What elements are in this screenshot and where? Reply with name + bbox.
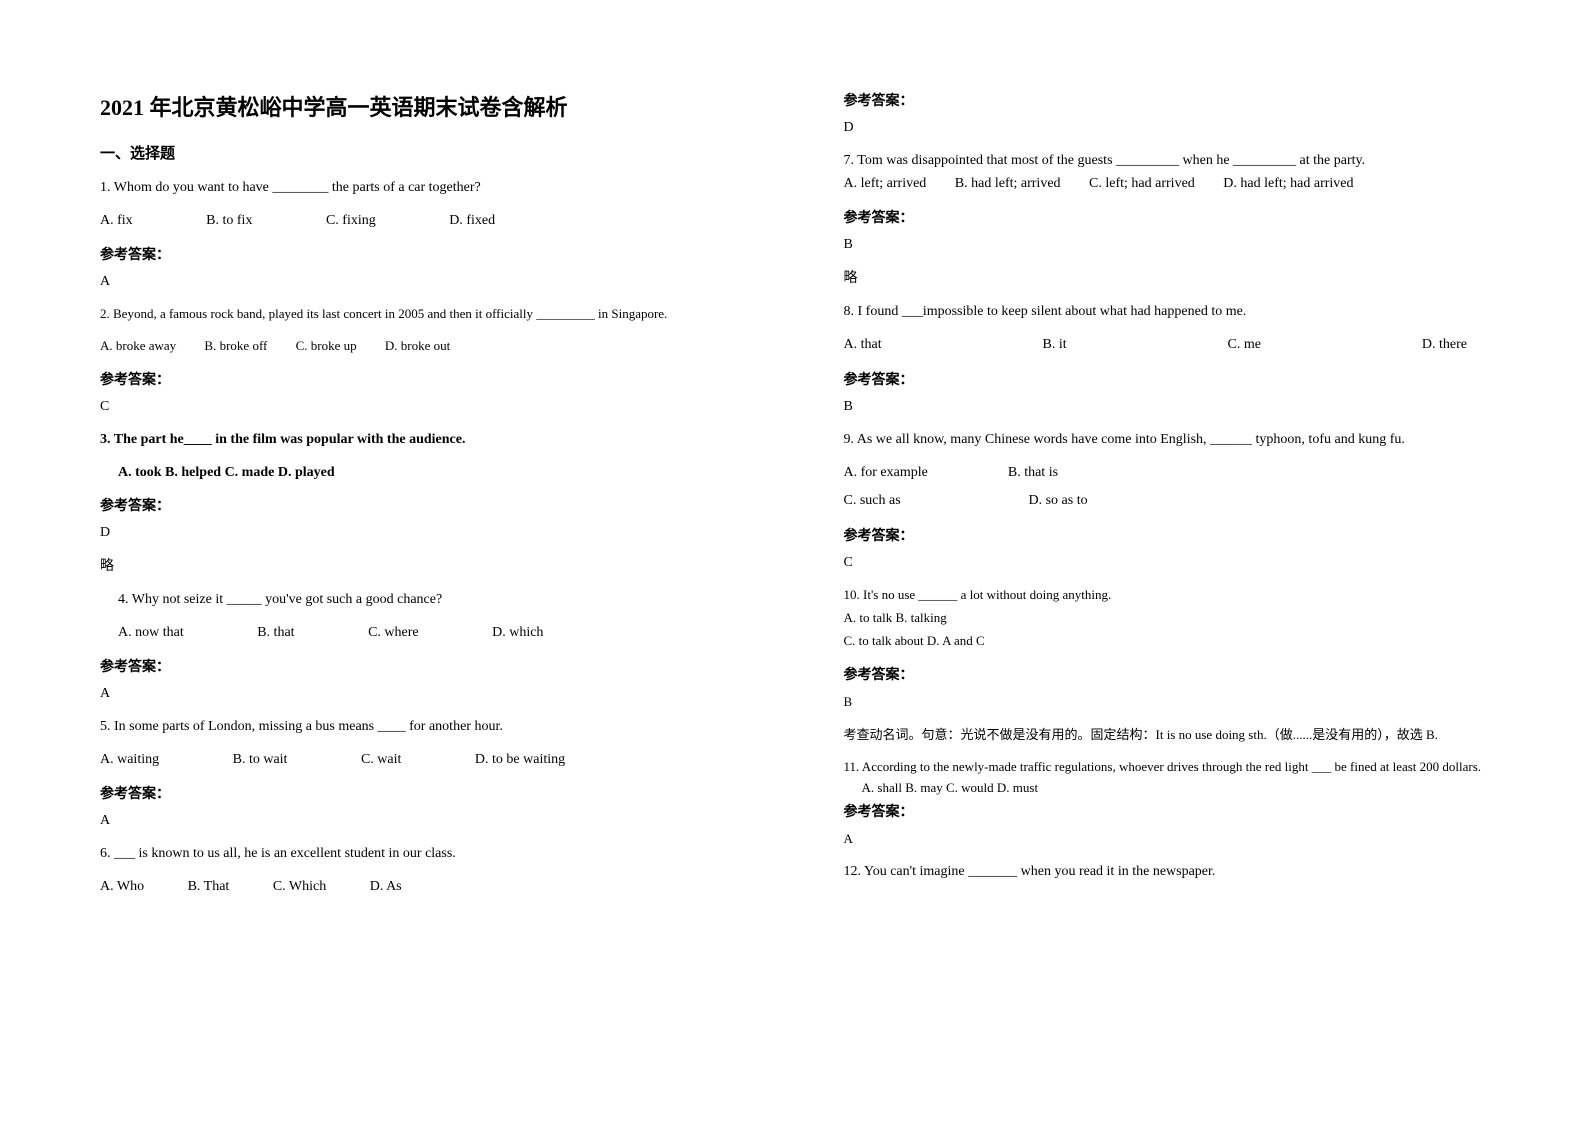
q7-opt-d: D. had left; had arrived [1223, 173, 1353, 195]
q4-answer: A [100, 686, 784, 702]
q4-opt-c: C. where [368, 622, 419, 644]
q4-opt-d: D. which [492, 622, 543, 644]
q6-options: A. Who B. That C. Which D. As [100, 876, 784, 898]
q6-answer: D [844, 120, 1528, 136]
q3-options: A. took B. helped C. made D. played [100, 462, 784, 483]
q1-opt-b: B. to fix [206, 210, 252, 232]
q5-answer-label: 参考答案： [100, 783, 784, 803]
q8-opt-d: D. there [1422, 334, 1467, 356]
q10-text: 10. It's no use ______ a lot without doi… [844, 585, 1528, 605]
right-column: 参考答案： D 7. Tom was disappointed that mos… [844, 90, 1528, 911]
q6-opt-c: C. Which [273, 876, 326, 898]
q9-opt-a: A. for example [844, 462, 928, 484]
q10-answer: B [844, 694, 1528, 710]
q11-text: 11. According to the newly-made traffic … [844, 757, 1528, 777]
q4-opt-b: B. that [257, 622, 294, 644]
q11-answer: A [844, 831, 1528, 847]
q1-answer: A [100, 274, 784, 290]
q2-text: 2. Beyond, a famous rock band, played it… [100, 304, 784, 324]
q5-options: A. waiting B. to wait C. wait D. to be w… [100, 749, 784, 771]
q5-opt-d: D. to be waiting [475, 749, 565, 771]
q8-opt-c: C. me [1228, 334, 1261, 356]
q6-opt-d: D. As [370, 876, 402, 898]
q7-answer: B [844, 237, 1528, 253]
q5-opt-a: A. waiting [100, 749, 159, 771]
q9-opt-d: D. so as to [1029, 490, 1088, 512]
q4-options: A. now that B. that C. where D. which [100, 622, 784, 644]
q9-text: 9. As we all know, many Chinese words ha… [844, 429, 1528, 450]
q8-text: 8. I found ___impossible to keep silent … [844, 301, 1528, 322]
q2-opt-b: B. broke off [204, 336, 267, 357]
q4-opt-a: A. now that [118, 622, 184, 644]
q8-answer: B [844, 399, 1528, 415]
q11-options: A. shall B. may C. would D. must [844, 778, 1528, 799]
q3-text: 3. The part he____ in the film was popul… [100, 429, 784, 450]
q1-answer-label: 参考答案： [100, 244, 784, 264]
q12-text: 12. You can't imagine _______ when you r… [844, 861, 1528, 882]
q6-opt-a: A. Who [100, 876, 144, 898]
q8-answer-label: 参考答案： [844, 369, 1528, 389]
q2-answer: C [100, 399, 784, 415]
q9-opt-c: C. such as [844, 490, 949, 512]
q2-answer-label: 参考答案： [100, 369, 784, 389]
q11-answer-label: 参考答案： [844, 801, 1528, 821]
q1-text: 1. Whom do you want to have ________ the… [100, 177, 784, 198]
q7-options: A. left; arrived B. had left; arrived C.… [844, 173, 1528, 195]
q7-answer-label: 参考答案： [844, 207, 1528, 227]
q9-answer: C [844, 555, 1528, 571]
q6-answer-label: 参考答案： [844, 90, 1528, 110]
left-column: 2021 年北京黄松峪中学高一英语期末试卷含解析 一、选择题 1. Whom d… [100, 90, 784, 911]
section-heading: 一、选择题 [100, 142, 784, 163]
q4-text: 4. Why not seize it _____ you've got suc… [100, 589, 784, 610]
q7-text: 7. Tom was disappointed that most of the… [844, 150, 1528, 171]
q3-answer-label: 参考答案： [100, 495, 784, 515]
q5-text: 5. In some parts of London, missing a bu… [100, 716, 784, 737]
q5-opt-b: B. to wait [233, 749, 288, 771]
q5-answer: A [100, 813, 784, 829]
q9-opt-b: B. that is [1008, 462, 1058, 484]
q1-opt-d: D. fixed [449, 210, 495, 232]
q2-opt-c: C. broke up [296, 336, 357, 357]
q9-options: A. for example B. that is C. such as D. … [844, 462, 1528, 513]
q4-answer-label: 参考答案： [100, 656, 784, 676]
q2-options: A. broke away B. broke off C. broke up D… [100, 336, 784, 357]
q5-opt-c: C. wait [361, 749, 401, 771]
q6-opt-b: B. That [188, 876, 230, 898]
q9-answer-label: 参考答案： [844, 525, 1528, 545]
q10-answer-label: 参考答案： [844, 664, 1528, 684]
q2-opt-a: A. broke away [100, 336, 176, 357]
q10-opts-l1: A. to talk B. talking [844, 608, 1528, 629]
q3-answer: D [100, 525, 784, 541]
q7-omit: 略 [844, 267, 1528, 287]
q1-opt-c: C. fixing [326, 210, 376, 232]
q10-explain: 考查动名词。句意：光说不做是没有用的。固定结构：It is no use doi… [844, 724, 1528, 743]
q7-opt-a: A. left; arrived [844, 173, 927, 195]
q8-opt-a: A. that [844, 334, 882, 356]
q3-omit: 略 [100, 555, 784, 575]
q8-options: A. that B. it C. me D. there [844, 334, 1528, 356]
q10-opts-l2: C. to talk about D. A and C [844, 631, 1528, 652]
q8-opt-b: B. it [1043, 334, 1067, 356]
q7-opt-c: C. left; had arrived [1089, 173, 1195, 195]
exam-title: 2021 年北京黄松峪中学高一英语期末试卷含解析 [100, 90, 784, 122]
q7-opt-b: B. had left; arrived [955, 173, 1061, 195]
q1-opt-a: A. fix [100, 210, 133, 232]
q1-options: A. fix B. to fix C. fixing D. fixed [100, 210, 784, 232]
q6-text: 6. ___ is known to us all, he is an exce… [100, 843, 784, 864]
q2-opt-d: D. broke out [385, 336, 450, 357]
